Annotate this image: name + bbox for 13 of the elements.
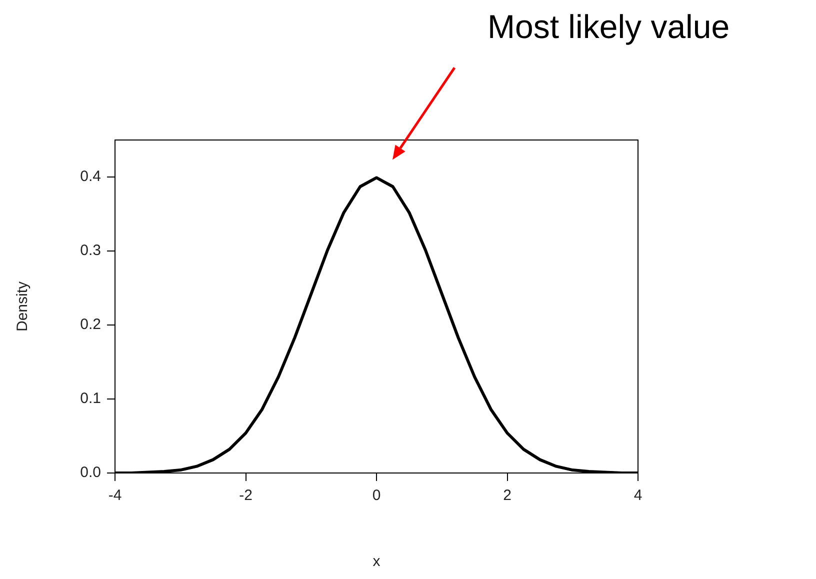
y-axis-title: Density xyxy=(14,281,32,332)
y-tick-label: 0.1 xyxy=(80,390,101,408)
x-tick-label: -2 xyxy=(239,487,252,504)
y-tick-label: 0.2 xyxy=(80,316,101,334)
x-tick-label: 0 xyxy=(372,487,381,504)
x-tick-label: -4 xyxy=(108,487,122,504)
y-tick-label: 0.3 xyxy=(80,242,101,260)
x-tick-label: 2 xyxy=(503,487,512,504)
x-axis-title: x xyxy=(372,553,381,570)
x-tick-label: 4 xyxy=(634,487,642,504)
text: Most likely value xyxy=(488,8,730,46)
y-tick-label: 0.4 xyxy=(80,168,101,186)
y-tick-label: 0.0 xyxy=(80,464,101,482)
